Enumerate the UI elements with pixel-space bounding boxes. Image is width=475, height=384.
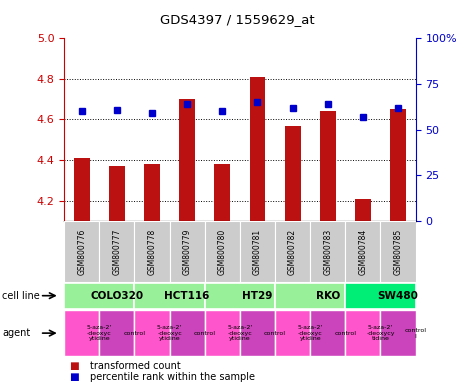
Text: control: control [334,331,356,336]
Text: 5-aza-2'
-deoxyc
ytidine: 5-aza-2' -deoxyc ytidine [227,325,253,341]
Bar [214,164,230,221]
Text: agent: agent [2,328,30,338]
Text: percentile rank within the sample: percentile rank within the sample [90,372,255,382]
Text: control: control [194,331,216,336]
Text: GSM800780: GSM800780 [218,228,227,275]
Text: GSM800776: GSM800776 [77,228,86,275]
Text: HCT116: HCT116 [164,291,210,301]
Bar [205,283,275,309]
Bar [64,283,134,309]
Bar [134,283,205,309]
Text: control: control [264,331,286,336]
Text: GSM800778: GSM800778 [148,228,156,275]
Bar [345,221,380,282]
Bar [275,310,310,356]
Bar [249,77,266,221]
Bar [134,310,170,356]
Text: GSM800782: GSM800782 [288,228,297,275]
Bar [240,310,275,356]
Text: GSM800781: GSM800781 [253,228,262,275]
Bar [99,310,134,356]
Bar [275,283,345,309]
Text: cell line: cell line [2,291,40,301]
Text: 5-aza-2'
-deoxyc
ytidine: 5-aza-2' -deoxyc ytidine [86,325,112,341]
Text: GSM800785: GSM800785 [394,228,402,275]
Bar [179,99,195,221]
Text: control: control [124,331,145,336]
Text: GSM800777: GSM800777 [113,228,121,275]
Bar [380,221,416,282]
Text: control
l: control l [405,328,427,339]
Text: 5-aza-2'
-deoxycy
tidine: 5-aza-2' -deoxycy tidine [366,325,395,341]
Bar [144,164,160,221]
Text: GDS4397 / 1559629_at: GDS4397 / 1559629_at [160,13,315,26]
Bar [170,310,205,356]
Text: 5-aza-2'
-deoxyc
ytidine: 5-aza-2' -deoxyc ytidine [157,325,182,341]
Text: GSM800783: GSM800783 [323,228,332,275]
Text: transformed count: transformed count [90,361,181,371]
Text: ■: ■ [69,372,79,382]
Bar [205,221,240,282]
Bar [345,310,380,356]
Bar [74,158,90,221]
Bar [275,221,310,282]
Text: GSM800779: GSM800779 [183,228,191,275]
Bar [64,221,99,282]
Bar [380,310,416,356]
Bar [310,221,345,282]
Bar [390,109,406,221]
Text: SW480: SW480 [378,291,418,301]
Text: HT29: HT29 [242,291,273,301]
Bar [205,310,240,356]
Bar [310,310,345,356]
Text: RKO: RKO [315,291,340,301]
Bar [240,221,275,282]
Bar [109,166,125,221]
Bar [64,310,99,356]
Text: GSM800784: GSM800784 [359,228,367,275]
Bar [345,283,416,309]
Text: ■: ■ [69,361,79,371]
Bar [134,221,170,282]
Bar [320,111,336,221]
Bar [170,221,205,282]
Bar [285,126,301,221]
Text: COLO320: COLO320 [90,291,143,301]
Bar [355,199,371,221]
Bar [99,221,134,282]
Text: 5-aza-2'
-deoxyc
ytidine: 5-aza-2' -deoxyc ytidine [297,325,323,341]
